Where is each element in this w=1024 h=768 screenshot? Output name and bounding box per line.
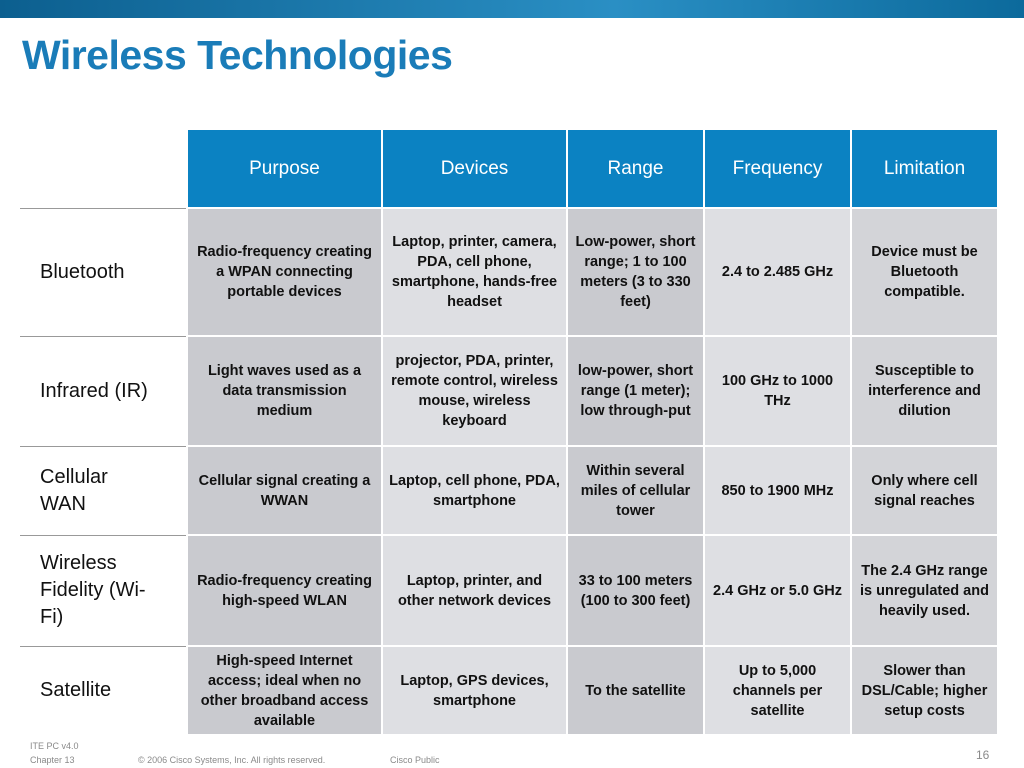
table-cell: Up to 5,000 channels per satellite	[703, 645, 851, 734]
header-row: Purpose Devices Range Frequency Limitation	[20, 130, 997, 208]
top-bar	[0, 0, 1024, 18]
table-row: Satellite High-speed Internet access; ide…	[20, 645, 997, 734]
column-header: Purpose	[186, 130, 382, 208]
row-label-cell: Bluetooth	[20, 207, 187, 336]
footer-course: ITE PC v4.0	[30, 741, 79, 751]
column-header: Range	[566, 130, 704, 208]
table-cell: To the satellite	[566, 645, 704, 734]
table-row: Bluetooth Radio-frequency creating a WPAN…	[20, 207, 997, 336]
table-cell: 100 GHz to 1000 THz	[703, 335, 851, 446]
table-row: Wireless Fidelity (Wi-Fi) Radio-frequency…	[20, 534, 997, 646]
table-row: Cellular WAN Cellular signal creating a W…	[20, 445, 997, 535]
table-cell: low-power, short range (1 meter); low th…	[566, 335, 704, 446]
table-cell: The 2.4 GHz range is unregulated and hea…	[850, 534, 997, 646]
table-cell: Laptop, GPS devices, smartphone	[381, 645, 567, 734]
table-cell: Laptop, cell phone, PDA, smartphone	[381, 445, 567, 535]
row-label: Wireless Fidelity (Wi-Fi)	[40, 552, 146, 628]
table-cell: Device must be Bluetooth compatible.	[850, 207, 997, 336]
row-label-cell: Satellite	[20, 645, 187, 734]
row-label-cell: Wireless Fidelity (Wi-Fi)	[20, 534, 187, 646]
slide-title: Wireless Technologies	[22, 32, 453, 78]
table-cell: Only where cell signal reaches	[850, 445, 997, 535]
table-cell: projector, PDA, printer, remote control,…	[381, 335, 567, 446]
corner-cell	[20, 130, 187, 208]
table-cell: 33 to 100 meters (100 to 300 feet)	[566, 534, 704, 646]
table-cell: Radio-frequency creating high-speed WLAN	[186, 534, 382, 646]
table-cell: Susceptible to interference and dilution	[850, 335, 997, 446]
table-cell: Radio-frequency creating a WPAN connecti…	[186, 207, 382, 336]
table-cell: Slower than DSL/Cable; higher setup cost…	[850, 645, 997, 734]
row-label-cell: Infrared (IR)	[20, 335, 187, 446]
row-label: Cellular WAN	[40, 465, 108, 515]
table-cell: High-speed Internet access; ideal when n…	[186, 645, 382, 734]
table-body: Bluetooth Radio-frequency creating a WPAN…	[20, 207, 997, 734]
column-header: Frequency	[703, 130, 851, 208]
column-header: Limitation	[850, 130, 997, 208]
footer-classification: Cisco Public	[390, 755, 440, 765]
table-cell: Laptop, printer, and other network devic…	[381, 534, 567, 646]
row-label: Infrared (IR)	[40, 379, 148, 402]
table-cell: Cellular signal creating a WWAN	[186, 445, 382, 535]
table-cell: Within several miles of cellular tower	[566, 445, 704, 535]
table-cell: 2.4 to 2.485 GHz	[703, 207, 851, 336]
table-cell: Low-power, short range; 1 to 100 meters …	[566, 207, 704, 336]
table-cell: Light waves used as a data transmission …	[186, 335, 382, 446]
table-cell: 2.4 GHz or 5.0 GHz	[703, 534, 851, 646]
table-row: Infrared (IR) Light waves used as a data …	[20, 335, 997, 446]
table-cell: Laptop, printer, camera, PDA, cell phone…	[381, 207, 567, 336]
row-label: Satellite	[40, 678, 112, 701]
table-cell: 850 to 1900 MHz	[703, 445, 851, 535]
column-header: Devices	[381, 130, 567, 208]
page-number: 16	[976, 748, 990, 762]
footer-copyright: © 2006 Cisco Systems, Inc. All rights re…	[138, 755, 326, 765]
footer-chapter: Chapter 13	[30, 755, 75, 765]
technology-table: Purpose Devices Range Frequency Limitation B…	[20, 130, 997, 734]
row-label: Bluetooth	[40, 260, 125, 283]
row-label-cell: Cellular WAN	[20, 445, 187, 535]
